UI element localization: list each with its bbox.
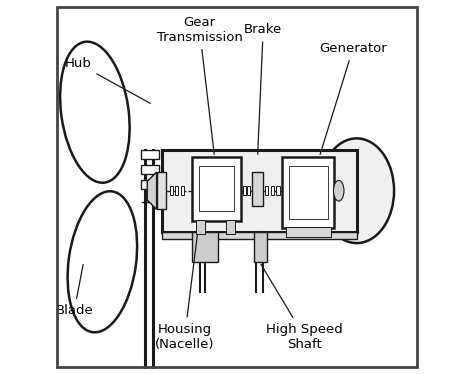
Bar: [192, 232, 219, 262]
Bar: [252, 186, 255, 195]
Text: High Speed
Shaft: High Speed Shaft: [261, 264, 343, 350]
Polygon shape: [147, 172, 156, 209]
Text: Brake: Brake: [244, 24, 283, 154]
Bar: [175, 186, 178, 195]
Ellipse shape: [334, 181, 344, 201]
Bar: [141, 150, 159, 159]
Bar: [271, 186, 274, 195]
Ellipse shape: [319, 138, 394, 243]
Bar: [282, 157, 334, 228]
Bar: [199, 166, 234, 211]
Bar: [162, 150, 356, 232]
Bar: [226, 220, 235, 234]
Text: Generator: Generator: [319, 42, 387, 154]
Bar: [286, 227, 330, 237]
Bar: [196, 220, 205, 234]
Bar: [162, 232, 356, 239]
Bar: [254, 232, 267, 262]
Text: Blade: Blade: [55, 264, 93, 317]
Bar: [192, 157, 241, 221]
Bar: [141, 165, 159, 174]
Bar: [289, 166, 328, 219]
Bar: [265, 186, 268, 195]
Text: Gear
Transmission: Gear Transmission: [157, 16, 243, 154]
Bar: [243, 186, 246, 195]
Bar: [156, 172, 166, 209]
Text: Housing
(Nacelle): Housing (Nacelle): [155, 234, 214, 350]
Text: Hub: Hub: [64, 57, 150, 103]
Bar: [247, 186, 250, 195]
Bar: [276, 186, 280, 195]
Bar: [170, 186, 173, 195]
Bar: [141, 180, 159, 189]
Bar: [252, 172, 263, 206]
Bar: [181, 186, 184, 195]
